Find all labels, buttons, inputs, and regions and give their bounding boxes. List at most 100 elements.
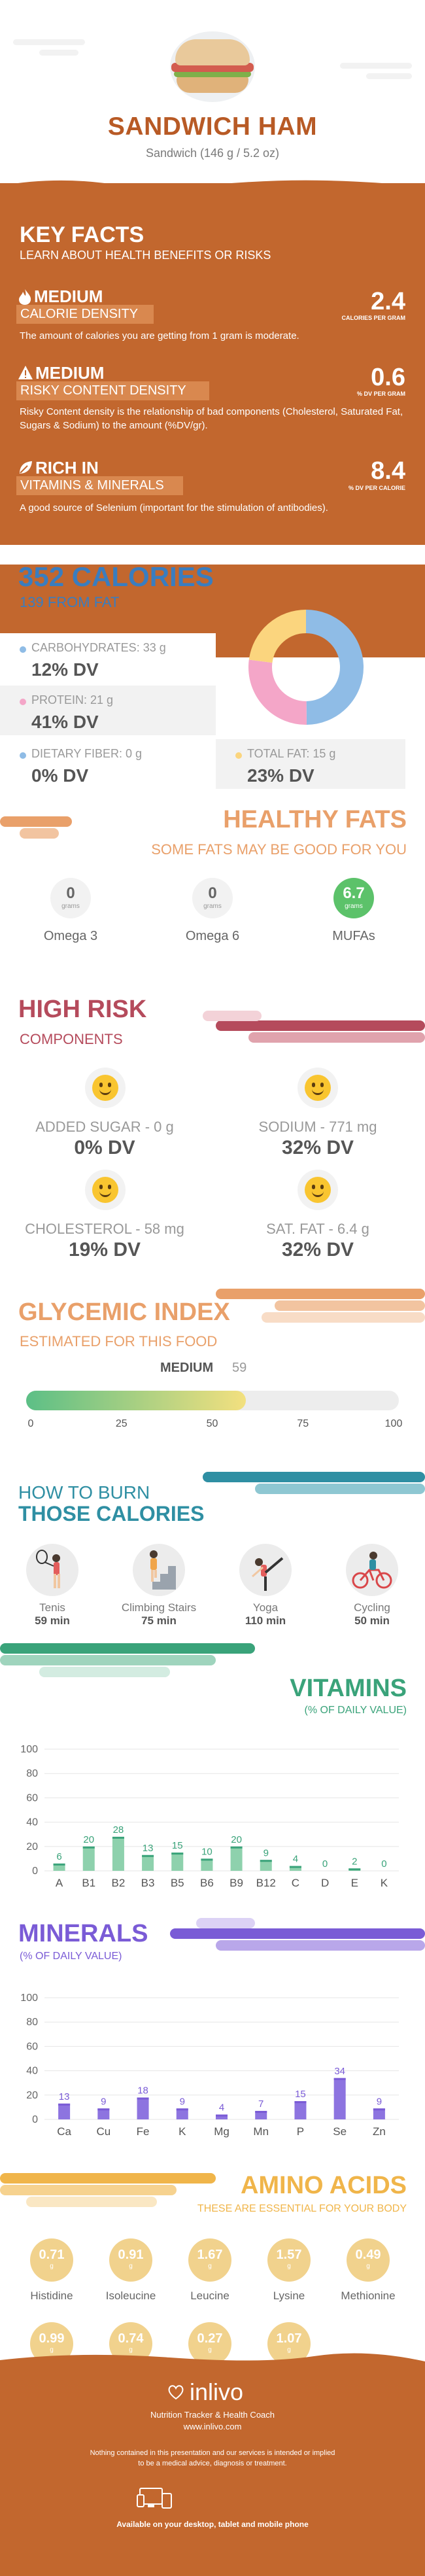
bar-value-label: 18 <box>137 2085 148 2097</box>
bar <box>171 1853 184 1871</box>
bar-value-label: 9 <box>264 1847 269 1858</box>
burn-cycling-minutes: 50 min <box>354 1614 390 1627</box>
x-tick-label: Zn <box>373 2125 386 2138</box>
amino-circle: 1.57 g <box>267 2238 311 2282</box>
burn-cycling-name: Cycling <box>354 1601 390 1614</box>
macro-protein: PROTEIN: 21 g 41% DV <box>0 686 216 735</box>
amino-value: 0.71 <box>39 2248 65 2262</box>
bar-value-label: 0 <box>381 1858 386 1870</box>
bar-cap <box>142 1854 154 1857</box>
bar <box>112 1836 124 1871</box>
glycemic-level: MEDIUM <box>160 1361 214 1375</box>
omega3-label: Omega 3 <box>43 929 98 943</box>
x-tick-label: D <box>321 1877 329 1889</box>
risky-content-unit: % DV PER GRAM <box>356 391 405 397</box>
amino-title: AMINO ACIDS <box>240 2172 407 2199</box>
calorie-density-value: 2.4 <box>371 288 405 315</box>
x-tick-label: B6 <box>200 1877 214 1889</box>
bar-cap <box>255 2110 267 2113</box>
y-tick-label: 20 <box>26 1841 38 1853</box>
bar-cap <box>53 1863 65 1866</box>
bar-value-label: 9 <box>101 2096 106 2107</box>
vitamins-minerals-description: A good source of Selenium (important for… <box>20 502 328 513</box>
x-tick-label: B2 <box>112 1877 126 1889</box>
added-sugar-label: ADDED SUGAR - 0 g <box>35 1119 174 1135</box>
bar <box>294 2101 307 2119</box>
glycemic-tick-label: 25 <box>115 1418 128 1429</box>
macro-label: PROTEIN: 21 g <box>31 693 114 706</box>
footer-available: Available on your desktop, tablet and mo… <box>116 2520 309 2529</box>
added-sugar-face-icon <box>85 1068 126 1108</box>
x-tick-label: Mn <box>253 2125 269 2138</box>
cholesterol-dv: 19% DV <box>68 1239 141 1261</box>
y-tick-label: 60 <box>26 1792 38 1803</box>
bar <box>142 1854 154 1871</box>
amino-unit: g <box>287 2346 291 2354</box>
heart-icon <box>167 2384 184 2401</box>
mufas-unit: grams <box>345 903 363 910</box>
vitamins-subtitle: (% OF DAILY VALUE) <box>304 1705 407 1716</box>
tennis-icon <box>26 1544 78 1596</box>
food-image-bread-top <box>175 39 250 65</box>
vitamins-bar-chart: 0204060801006A20B128B213B315B510B620B99B… <box>20 1744 399 1889</box>
amino-value: 1.07 <box>276 2331 302 2346</box>
amino-value: 1.57 <box>276 2248 302 2262</box>
vitamins-minerals-label: VITAMINS & MINERALS <box>16 476 183 495</box>
donut-segment-protein <box>248 610 364 725</box>
x-tick-label: Mg <box>214 2125 230 2138</box>
cholesterol-label: CHOLESTEROL - 58 mg <box>25 1221 184 1237</box>
bar <box>176 2108 188 2119</box>
sat-fat-label: SAT. FAT - 6.4 g <box>266 1221 369 1237</box>
burn-stairs-minutes: 75 min <box>141 1614 177 1627</box>
amino-value: 0.49 <box>355 2248 381 2262</box>
footer-disclaimer-1: Nothing contained in this presentation a… <box>90 2449 335 2457</box>
bar <box>97 2108 110 2119</box>
calories-donut-chart <box>248 610 364 725</box>
glycemic-fill <box>26 1391 246 1410</box>
devices-icon <box>136 2486 175 2512</box>
yoga-icon <box>239 1544 292 1596</box>
y-tick-label: 80 <box>26 1768 38 1779</box>
bar-value-label: 0 <box>322 1858 328 1870</box>
bar <box>373 2108 385 2119</box>
minerals-title: MINERALS <box>18 1920 148 1947</box>
glycemic-value: 59 <box>232 1361 247 1375</box>
macro-label: TOTAL FAT: 15 g <box>247 747 336 760</box>
glycemic-tick-label: 75 <box>297 1418 309 1429</box>
bar-cap <box>171 1853 184 1855</box>
x-tick-label: A <box>56 1877 63 1889</box>
bar <box>58 2103 71 2119</box>
omega6-circle: 0 grams <box>192 878 233 918</box>
sodium-face-icon <box>298 1068 338 1108</box>
glycemic-subtitle: ESTIMATED FOR THIS FOOD <box>20 1333 218 1349</box>
bar-value-label: 20 <box>83 1834 94 1845</box>
stairs-icon <box>133 1544 185 1596</box>
x-tick-label: Se <box>333 2125 347 2138</box>
bar-value-label: 4 <box>293 1854 298 1865</box>
burn-title-line1: HOW TO BURN <box>18 1482 150 1503</box>
y-tick-label: 40 <box>26 2066 38 2077</box>
sodium-label: SODIUM - 771 mg <box>258 1119 377 1135</box>
macro-label: CARBOHYDRATES: 33 g <box>31 641 166 654</box>
calorie-density-description: The amount of calories you are getting f… <box>20 330 299 341</box>
food-title: SANDWICH HAM <box>107 113 318 141</box>
high-risk-title: HIGH RISK <box>18 996 147 1023</box>
bar-value-label: 9 <box>180 2096 185 2107</box>
amino-unit: g <box>208 2346 212 2354</box>
y-tick-label: 40 <box>26 1817 38 1828</box>
minerals-bar-chart: 0 20 40 60 80 100 13 Ca 9 Cu 18 Fe 9 K 4 Mg 7 Mn 15 P 34 Se 9 Z… <box>20 1993 399 2138</box>
bar-cap <box>216 2114 228 2117</box>
y-tick-label: 20 <box>26 2090 38 2101</box>
footer-brand[interactable]: inlivo <box>190 2378 244 2405</box>
cycling-icon <box>346 1544 398 1596</box>
footer-url[interactable]: www.inlivo.com <box>183 2422 242 2431</box>
cholesterol-face-icon <box>85 1170 126 1210</box>
glycemic-tick-label: 50 <box>206 1418 218 1429</box>
amino-circle: 0.49 g <box>347 2238 390 2282</box>
calorie-density-label: CALORIE DENSITY <box>16 305 154 324</box>
bar-cap <box>97 2108 110 2111</box>
macro-total-fat: TOTAL FAT: 15 g 23% DV <box>216 739 405 789</box>
vitamins-minerals-unit: % DV PER CALORIE <box>348 485 405 491</box>
glycemic-tick-label: 100 <box>384 1418 403 1429</box>
amino-value: 0.74 <box>118 2331 144 2346</box>
